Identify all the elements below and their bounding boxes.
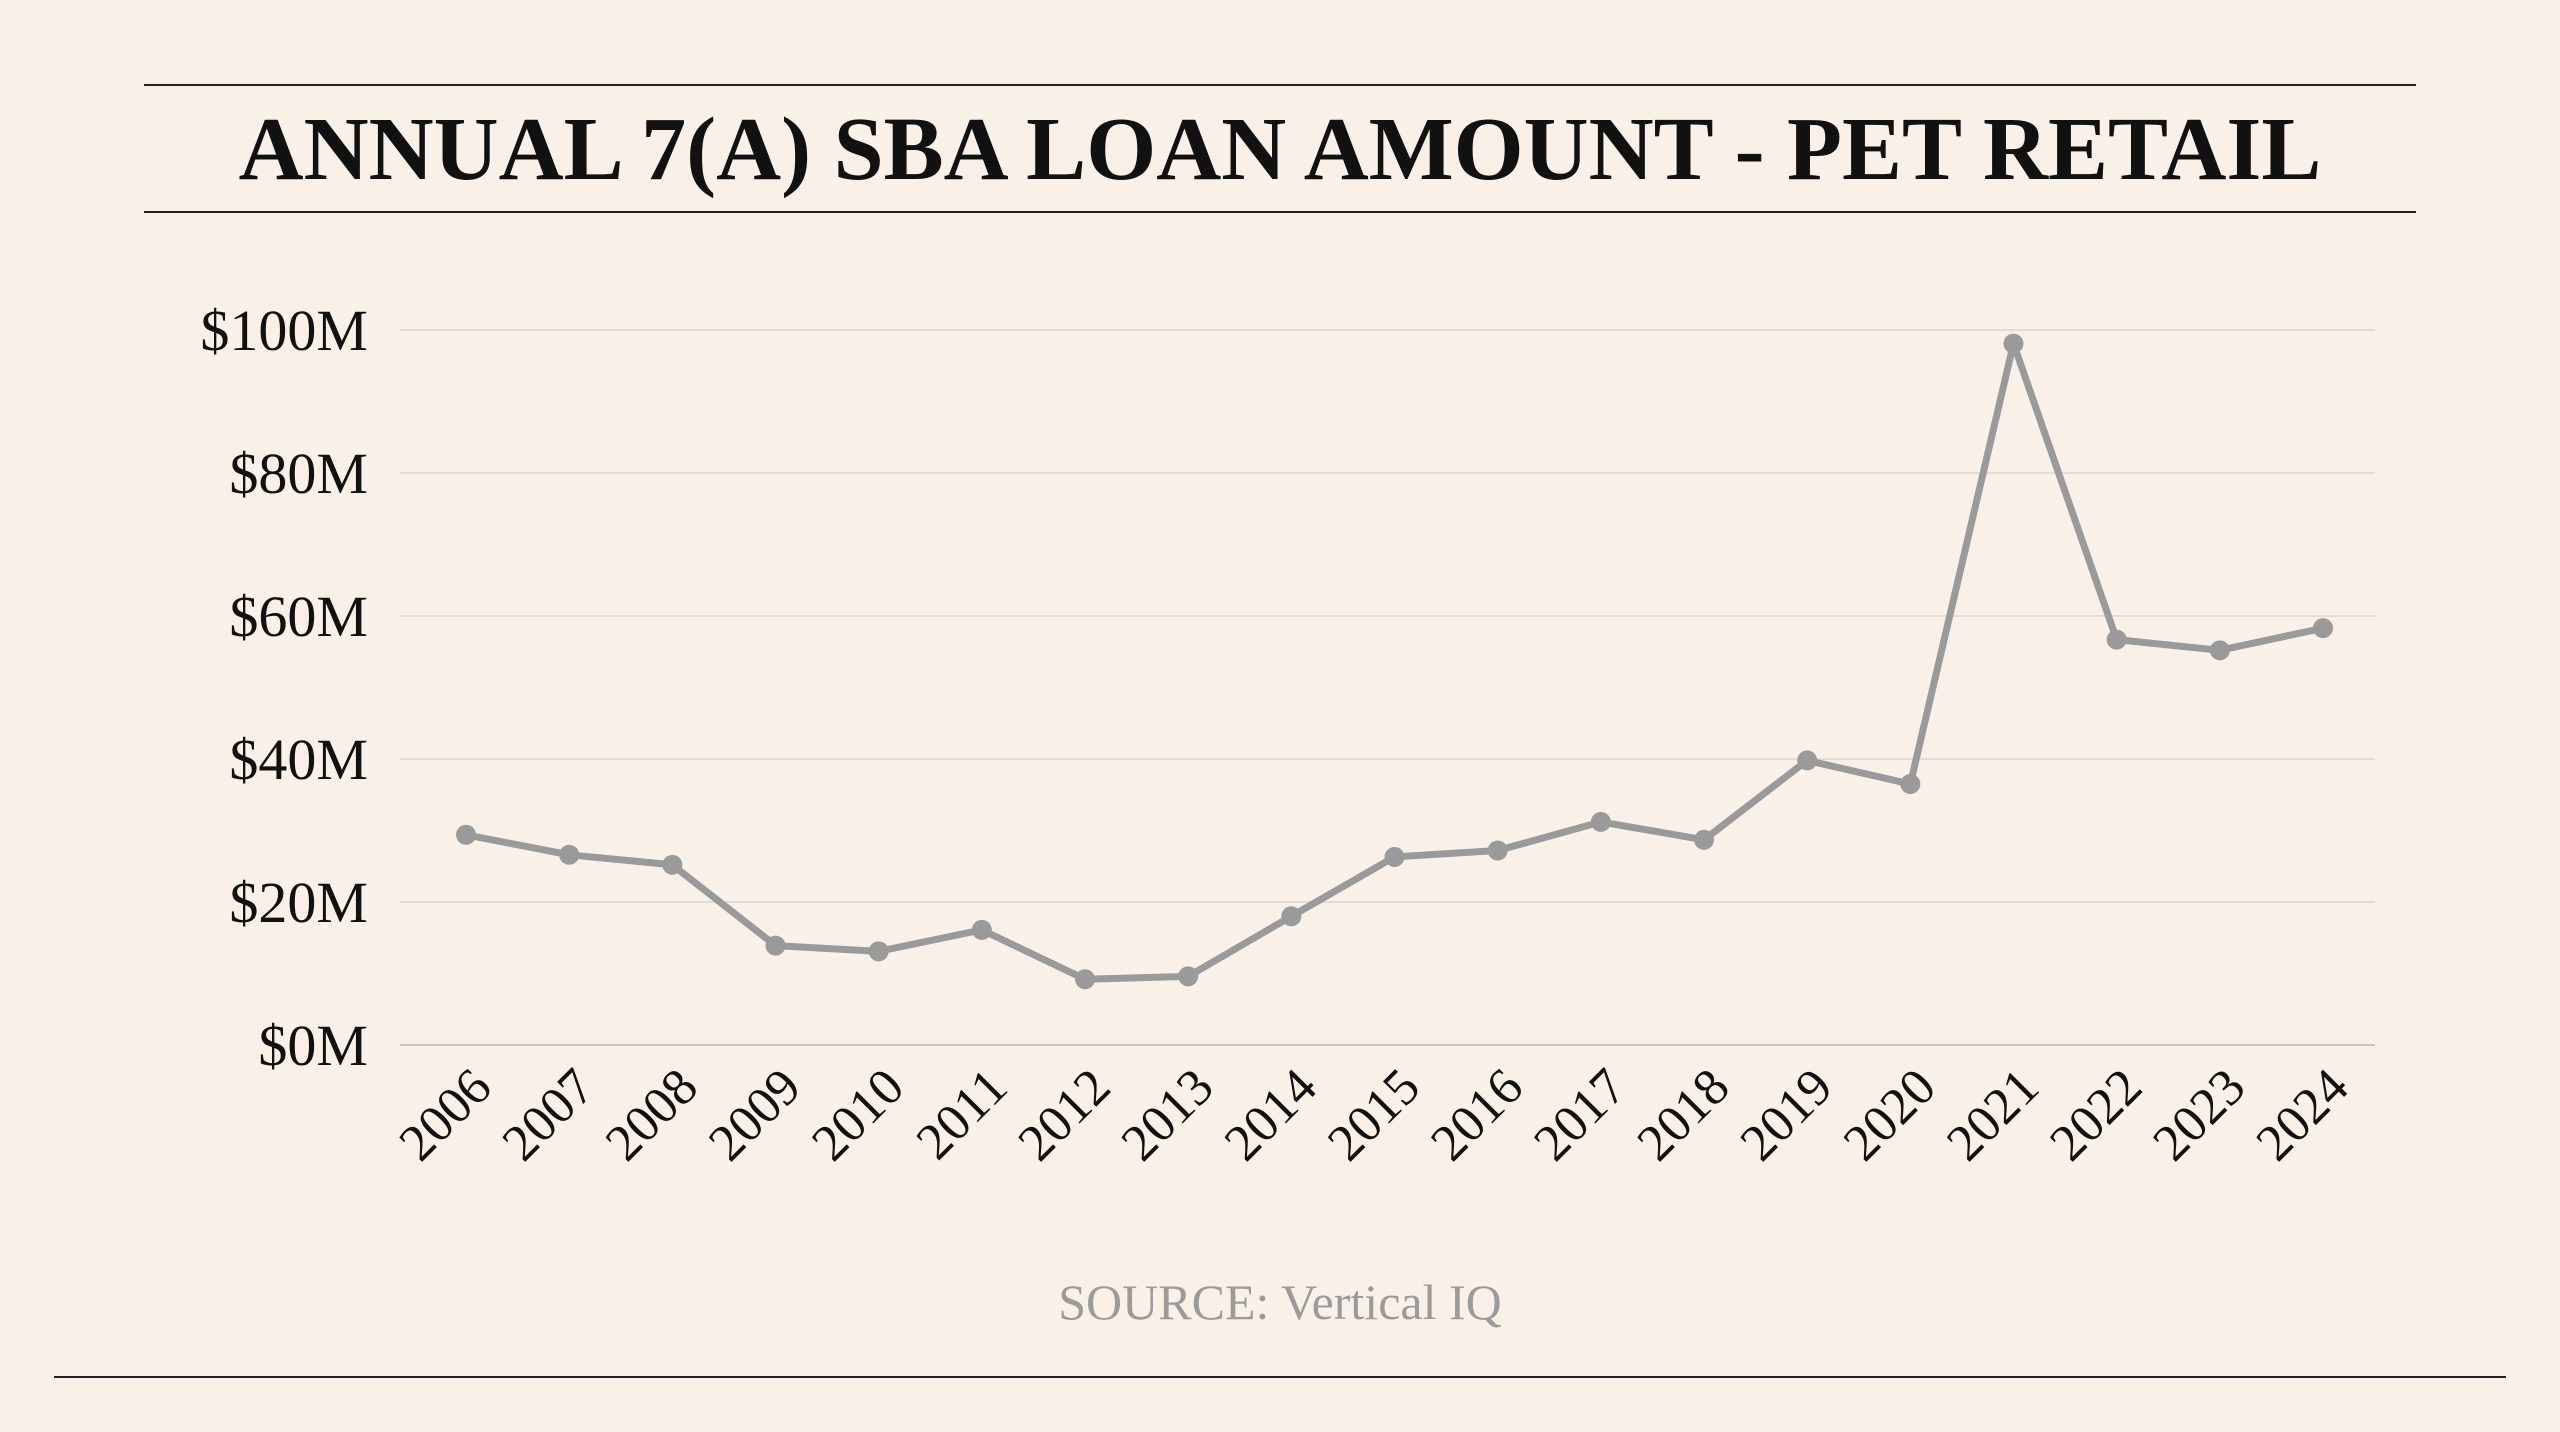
data-point: [1385, 847, 1405, 867]
x-tick-label: 2017: [1523, 1058, 1637, 1172]
x-tick-label: 2021: [1936, 1058, 2050, 1172]
series-line-layer: [466, 344, 2323, 980]
series-line: [466, 344, 2323, 980]
x-tick-label: 2012: [1008, 1058, 1122, 1172]
data-point: [1694, 830, 1714, 850]
data-point: [2107, 630, 2127, 650]
data-point: [1178, 966, 1198, 986]
x-tick-label: 2016: [1420, 1058, 1534, 1172]
x-tick-label: 2014: [1214, 1058, 1328, 1172]
y-tick-label: $40M: [229, 727, 368, 792]
y-axis-tick-labels: $0M $20M $40M $60M $80M $100M: [200, 298, 368, 1078]
x-tick-label: 2018: [1627, 1058, 1741, 1172]
x-tick-label: 2019: [1730, 1058, 1844, 1172]
data-point: [456, 825, 476, 845]
y-tick-label: $60M: [229, 584, 368, 649]
data-point: [559, 845, 579, 865]
y-tick-label: $20M: [229, 870, 368, 935]
x-axis-tick-labels: 2006200720082009201020112012201320142015…: [389, 1058, 2360, 1172]
x-tick-label: 2011: [906, 1058, 1018, 1170]
x-tick-label: 2007: [492, 1058, 606, 1172]
data-point: [2313, 618, 2333, 638]
data-point: [1281, 906, 1301, 926]
data-point: [1075, 969, 1095, 989]
y-tick-label: $80M: [229, 441, 368, 506]
data-point: [972, 920, 992, 940]
x-tick-label: 2023: [2142, 1058, 2256, 1172]
data-point: [1797, 750, 1817, 770]
data-point: [2210, 640, 2230, 660]
bottom-rule: [54, 1376, 2506, 1378]
data-point: [1900, 774, 1920, 794]
x-tick-label: 2015: [1317, 1058, 1431, 1172]
y-tick-label: $0M: [258, 1013, 368, 1078]
data-point: [766, 936, 786, 956]
data-point: [1488, 841, 1508, 861]
x-tick-label: 2009: [698, 1058, 812, 1172]
data-point: [662, 855, 682, 875]
x-tick-label: 2013: [1111, 1058, 1225, 1172]
x-tick-label: 2008: [595, 1058, 709, 1172]
data-point: [869, 941, 889, 961]
data-point: [2004, 334, 2024, 354]
x-tick-label: 2020: [1833, 1058, 1947, 1172]
source-note: SOURCE: Vertical IQ: [0, 1272, 2560, 1332]
x-tick-label: 2022: [2039, 1058, 2153, 1172]
y-tick-label: $100M: [200, 298, 368, 363]
x-tick-label: 2024: [2246, 1058, 2360, 1172]
x-tick-label: 2010: [801, 1058, 915, 1172]
data-points: [456, 334, 2333, 990]
gridlines: [400, 330, 2375, 1045]
x-tick-label: 2006: [389, 1058, 503, 1172]
data-point: [1591, 812, 1611, 832]
